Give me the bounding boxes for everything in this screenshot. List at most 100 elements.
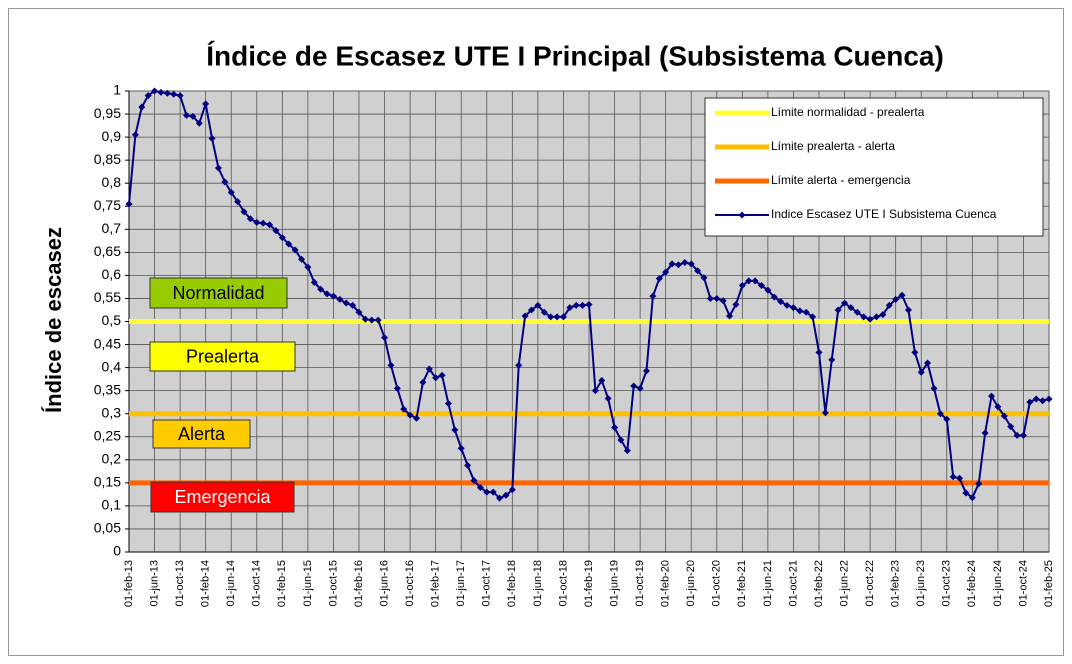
data-point [994,403,1002,411]
x-tick-label: 01-jun-16 [378,560,390,606]
legend-label: Límite normalidad - prealerta [771,105,925,119]
y-tick-label: 0,8 [102,174,122,190]
data-point [796,307,804,315]
data-point [873,313,880,321]
x-tick-label: 01-feb-16 [353,560,365,607]
y-tick-label: 0,55 [94,289,121,305]
data-point [726,312,734,320]
data-point [406,411,414,419]
data-point [591,387,599,395]
data-point [879,311,887,319]
data-point [489,488,497,496]
data-point [1007,423,1015,431]
x-tick-label: 01-feb-18 [506,560,518,607]
data-point [157,88,165,96]
data-point [611,424,619,432]
data-point [336,295,344,303]
x-tick-label: 01-oct-16 [404,560,416,606]
y-tick-label: 0,85 [94,151,121,167]
legend-label: Límite prealerta - alerta [771,139,895,153]
zone-label: Normalidad [172,283,264,303]
x-tick-label: 01-oct-20 [711,560,723,606]
data-point [694,267,702,275]
data-point [655,275,663,283]
y-tick-label: 0,2 [102,451,122,467]
x-tick-label: 01-jun-23 [915,560,927,606]
data-point [361,315,369,323]
data-point [125,200,133,208]
legend-marker [738,211,746,219]
data-point [291,246,299,254]
x-tick-label: 01-feb-23 [890,560,902,607]
data-point [777,298,785,306]
data-point [547,313,555,321]
y-tick-label: 0,65 [94,243,121,259]
zone-box [149,341,296,372]
x-tick-label: 01-oct-24 [1017,560,1029,606]
data-point [329,292,337,300]
data-point [847,304,855,312]
data-point [617,436,625,444]
zone-label: Alerta [178,424,226,444]
data-point [815,348,823,356]
data-point [834,306,842,314]
data-point [1045,395,1053,403]
data-point [259,219,267,227]
data-point [930,384,938,392]
x-tick-label: 01-jun-21 [762,560,774,606]
y-tick-label: 0,3 [102,404,122,420]
data-point [374,316,382,324]
data-point [674,261,682,269]
data-point [898,291,906,299]
y-tick-label: 0,7 [102,220,122,236]
x-tick-label: 01-jun-15 [302,560,314,606]
data-point [713,294,721,302]
data-point [821,409,829,417]
data-point [400,405,408,413]
data-point [515,361,523,369]
data-point [662,268,670,276]
x-tick-label: 01-feb-24 [966,560,978,607]
data-point [387,361,395,369]
data-point [285,240,293,248]
data-point [904,306,912,314]
data-point [227,188,235,196]
data-point [534,301,542,309]
data-point [700,274,708,282]
x-tick-label: 01-jun-17 [455,560,467,606]
data-point [828,356,836,364]
data-point [924,359,932,367]
data-point [202,100,210,108]
data-point [170,90,178,98]
data-point [393,384,401,392]
data-point [521,312,529,320]
data-point [540,308,548,316]
data-point [949,473,957,481]
data-point [566,304,574,312]
y-tick-label: 0,5 [102,312,122,328]
data-point [809,313,817,321]
x-tick-label: 01-feb-25 [1043,560,1055,607]
data-point [553,313,561,321]
data-point [706,294,714,302]
data-point [860,313,868,321]
data-point [272,227,280,235]
data-point [585,300,593,308]
data-point [802,308,810,316]
data-point [917,368,925,376]
data-point [681,258,689,266]
data-point [298,255,305,263]
data-point [559,313,567,321]
legend-box [704,97,1044,237]
x-tick-label: 01-feb-19 [583,560,595,607]
data-point [649,292,657,300]
data-point [176,92,184,100]
data-point [425,365,433,373]
x-tick-label: 01-feb-21 [736,560,748,607]
data-point [668,260,676,268]
zone-box [152,419,251,449]
x-tick-label: 01-jun-19 [608,560,620,606]
data-point [438,371,446,379]
legend-label: Indice Escasez UTE I Subsistema Cuenca [771,207,997,221]
data-point [163,89,171,97]
